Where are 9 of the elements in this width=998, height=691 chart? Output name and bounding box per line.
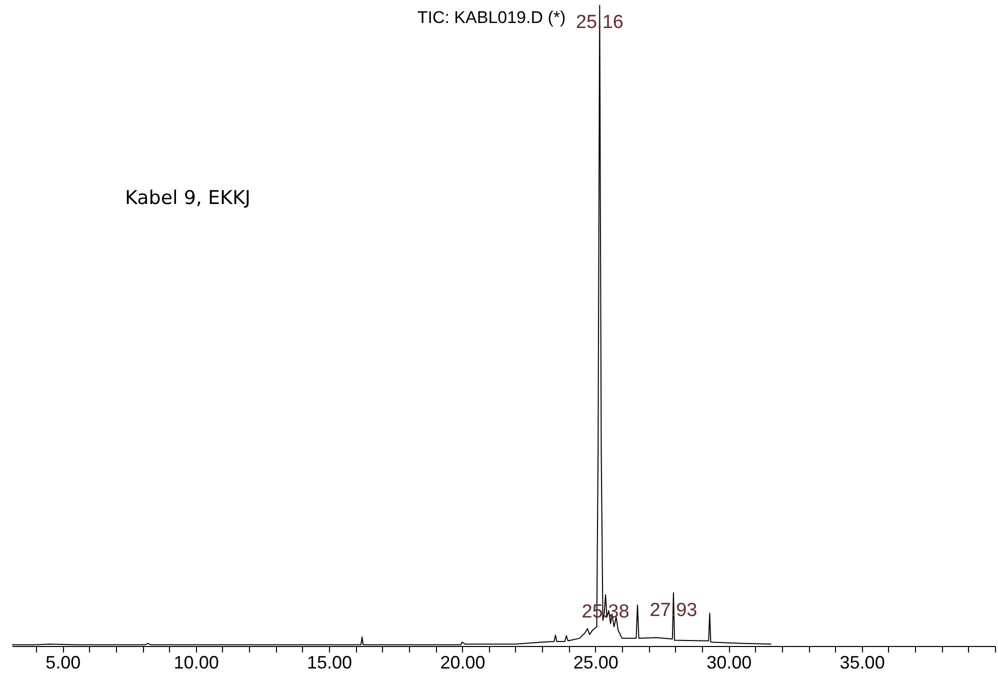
x-tick-label: 35.00: [840, 652, 885, 672]
x-tick-label: 15.00: [306, 652, 352, 672]
x-tick-label: 5.00: [46, 652, 81, 672]
x-tick-label: 20.00: [440, 652, 486, 672]
chart-title: TIC: KABL019.D (*): [417, 8, 566, 27]
x-tick-label: 10.00: [174, 652, 219, 672]
x-tick-label: 25.00: [573, 652, 618, 672]
annotation: Kabel 9, EKKJ: [125, 187, 251, 209]
x-tick-label: 30.00: [706, 652, 752, 672]
